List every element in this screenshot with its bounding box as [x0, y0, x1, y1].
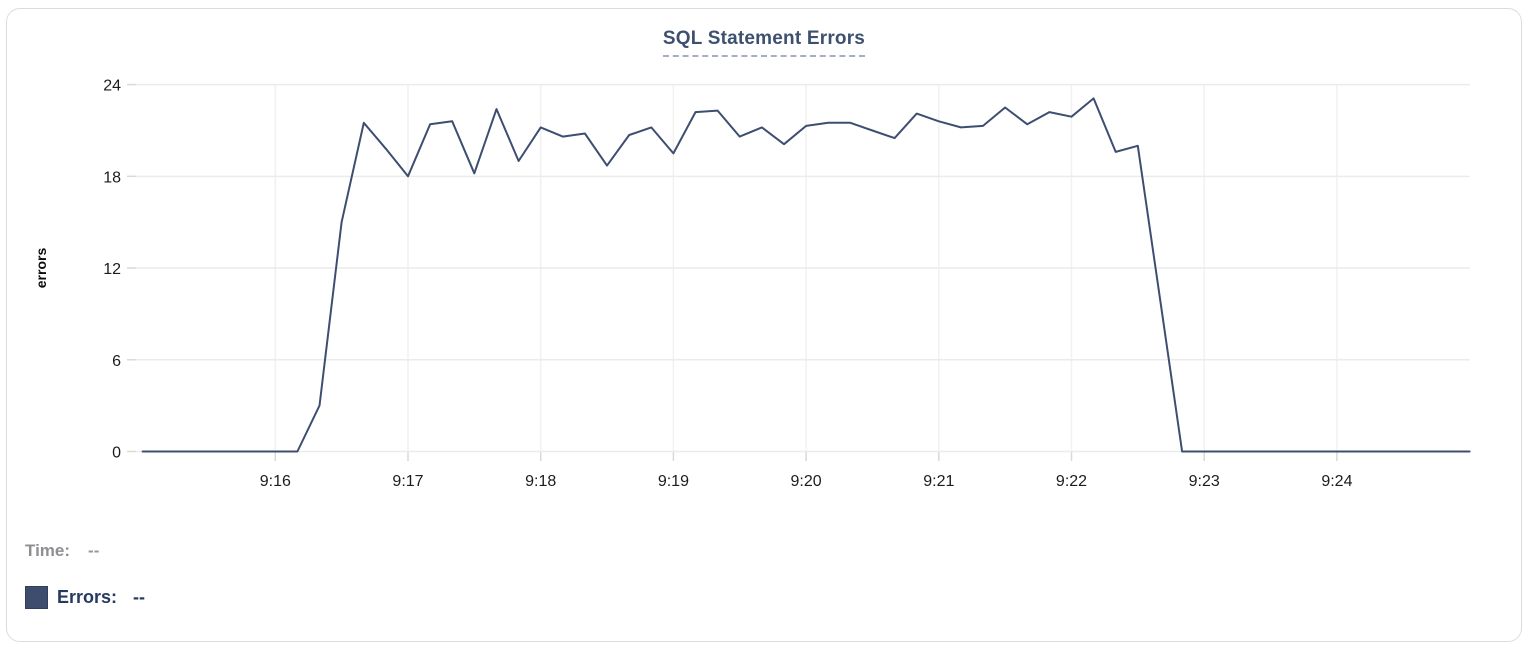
svg-text:9:18: 9:18 — [525, 473, 556, 490]
tooltip-time-row: Time: -- — [25, 541, 99, 561]
svg-text:18: 18 — [103, 169, 121, 186]
tooltip-time-label: Time: — [25, 541, 71, 560]
svg-text:9:22: 9:22 — [1056, 473, 1087, 490]
svg-text:6: 6 — [112, 353, 121, 370]
chart-title-wrap: SQL Statement Errors — [0, 28, 1528, 57]
svg-text:9:17: 9:17 — [392, 473, 423, 490]
chart-title[interactable]: SQL Statement Errors — [662, 28, 866, 57]
svg-text:9:16: 9:16 — [260, 473, 291, 490]
legend-errors-row: Errors: -- — [25, 586, 145, 609]
tooltip-time-value: -- — [88, 541, 100, 560]
legend-errors-value: -- — [133, 587, 146, 607]
svg-text:9:21: 9:21 — [923, 473, 954, 490]
svg-text:9:23: 9:23 — [1189, 473, 1220, 490]
svg-text:9:20: 9:20 — [791, 473, 822, 490]
svg-text:24: 24 — [103, 78, 121, 95]
svg-text:12: 12 — [103, 261, 121, 278]
chart-card — [6, 8, 1522, 642]
svg-text:errors: errors — [33, 248, 49, 289]
svg-text:9:24: 9:24 — [1321, 473, 1352, 490]
svg-text:0: 0 — [112, 445, 121, 462]
errors-series-swatch — [25, 586, 48, 609]
errors-line-chart[interactable]: 9:16 9:17 9:18 9:19 9:20 9:21 9:22 9:23 9:24 0 6 12… — [0, 0, 1528, 505]
legend-errors-label: Errors: — [57, 587, 118, 607]
svg-text:9:19: 9:19 — [658, 473, 689, 490]
